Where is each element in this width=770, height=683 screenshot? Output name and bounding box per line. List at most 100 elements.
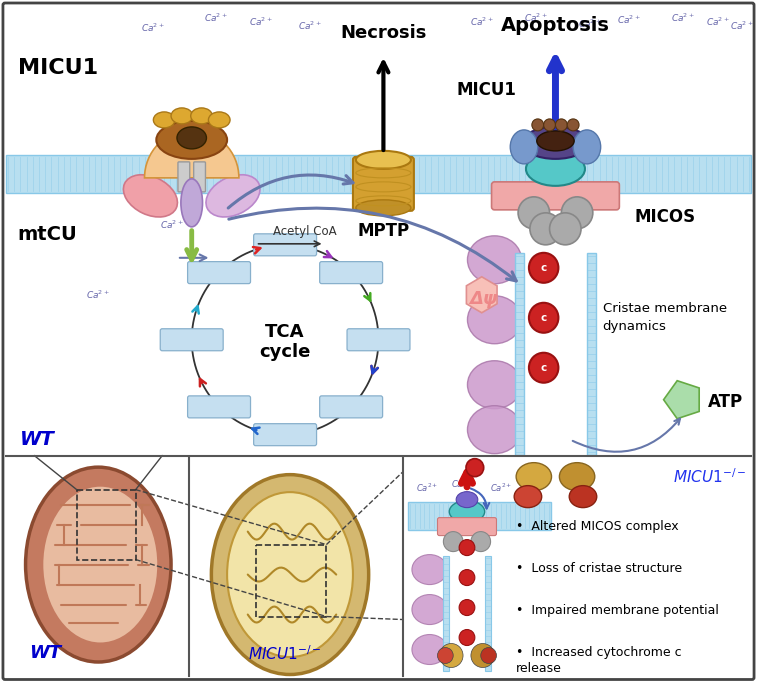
Circle shape bbox=[555, 119, 567, 131]
Ellipse shape bbox=[412, 635, 447, 665]
FancyBboxPatch shape bbox=[6, 155, 751, 193]
FancyBboxPatch shape bbox=[353, 157, 414, 211]
Ellipse shape bbox=[467, 296, 521, 344]
Text: MPTP: MPTP bbox=[357, 222, 410, 240]
Text: Ca$^{2+}$: Ca$^{2+}$ bbox=[298, 20, 322, 32]
Ellipse shape bbox=[156, 121, 227, 159]
Circle shape bbox=[471, 531, 490, 552]
Text: Ca$^{2+}$: Ca$^{2+}$ bbox=[731, 20, 754, 32]
Text: •  Altered MICOS complex: • Altered MICOS complex bbox=[516, 520, 679, 533]
Text: Ca$^{2+}$: Ca$^{2+}$ bbox=[86, 289, 110, 301]
FancyBboxPatch shape bbox=[6, 457, 751, 676]
FancyBboxPatch shape bbox=[188, 396, 250, 418]
Text: MICU1: MICU1 bbox=[457, 81, 516, 99]
Wedge shape bbox=[145, 130, 239, 178]
Text: c: c bbox=[541, 313, 547, 323]
Ellipse shape bbox=[177, 127, 206, 149]
Circle shape bbox=[529, 253, 558, 283]
Circle shape bbox=[459, 630, 475, 645]
Text: WT: WT bbox=[20, 430, 55, 449]
Ellipse shape bbox=[227, 492, 353, 657]
Ellipse shape bbox=[356, 200, 411, 216]
Circle shape bbox=[544, 119, 555, 131]
Text: Ca$^{2+}$: Ca$^{2+}$ bbox=[524, 12, 547, 24]
FancyBboxPatch shape bbox=[253, 423, 316, 446]
Text: Δψ: Δψ bbox=[470, 290, 497, 308]
Ellipse shape bbox=[356, 151, 411, 169]
Circle shape bbox=[471, 643, 494, 667]
Text: Necrosis: Necrosis bbox=[340, 24, 427, 42]
Circle shape bbox=[530, 213, 561, 245]
Circle shape bbox=[532, 119, 544, 131]
Text: MICU1: MICU1 bbox=[18, 58, 98, 78]
FancyBboxPatch shape bbox=[6, 6, 751, 454]
Text: Ca$^{2+}$: Ca$^{2+}$ bbox=[451, 477, 474, 490]
Ellipse shape bbox=[412, 595, 447, 624]
Circle shape bbox=[459, 600, 475, 615]
Ellipse shape bbox=[206, 175, 260, 217]
Circle shape bbox=[567, 119, 579, 131]
Ellipse shape bbox=[511, 130, 537, 164]
FancyBboxPatch shape bbox=[253, 234, 316, 256]
Text: c: c bbox=[541, 363, 547, 373]
Ellipse shape bbox=[467, 236, 521, 284]
Ellipse shape bbox=[412, 555, 447, 585]
Text: TCA: TCA bbox=[266, 323, 305, 341]
FancyBboxPatch shape bbox=[320, 396, 383, 418]
Ellipse shape bbox=[516, 462, 551, 490]
Circle shape bbox=[466, 459, 484, 477]
FancyBboxPatch shape bbox=[188, 262, 250, 283]
Ellipse shape bbox=[522, 127, 589, 159]
Circle shape bbox=[444, 531, 463, 552]
FancyBboxPatch shape bbox=[160, 329, 223, 351]
Text: Ca$^{2+}$: Ca$^{2+}$ bbox=[249, 16, 273, 28]
Ellipse shape bbox=[209, 112, 230, 128]
FancyBboxPatch shape bbox=[515, 253, 524, 455]
FancyBboxPatch shape bbox=[347, 329, 410, 351]
Ellipse shape bbox=[181, 179, 203, 227]
Text: •  Increased cytochrome c
release: • Increased cytochrome c release bbox=[516, 645, 681, 675]
Text: Ca$^{2+}$: Ca$^{2+}$ bbox=[160, 219, 184, 231]
FancyBboxPatch shape bbox=[491, 182, 619, 210]
Circle shape bbox=[550, 213, 581, 245]
Text: $MICU1^{-/-}$: $MICU1^{-/-}$ bbox=[248, 644, 322, 663]
Circle shape bbox=[529, 303, 558, 333]
Text: Ca$^{2+}$: Ca$^{2+}$ bbox=[490, 482, 513, 494]
FancyBboxPatch shape bbox=[484, 555, 490, 671]
Text: Apoptosis: Apoptosis bbox=[501, 16, 610, 35]
Circle shape bbox=[437, 647, 454, 663]
Text: MICOS: MICOS bbox=[634, 208, 695, 226]
Ellipse shape bbox=[573, 130, 601, 164]
Ellipse shape bbox=[526, 152, 585, 186]
Ellipse shape bbox=[171, 108, 192, 124]
Circle shape bbox=[459, 570, 475, 585]
Text: mtCU: mtCU bbox=[18, 225, 78, 245]
Circle shape bbox=[440, 643, 463, 667]
FancyBboxPatch shape bbox=[320, 262, 383, 283]
Ellipse shape bbox=[467, 406, 521, 454]
Text: c: c bbox=[541, 263, 547, 273]
FancyBboxPatch shape bbox=[437, 518, 497, 535]
Ellipse shape bbox=[559, 462, 594, 490]
Text: cycle: cycle bbox=[259, 343, 311, 361]
Text: Ca$^{2+}$: Ca$^{2+}$ bbox=[140, 22, 164, 34]
Ellipse shape bbox=[537, 131, 574, 151]
Ellipse shape bbox=[191, 108, 213, 124]
Text: Acetyl CoA: Acetyl CoA bbox=[273, 225, 336, 238]
Text: Cristae membrane
dynamics: Cristae membrane dynamics bbox=[603, 303, 727, 333]
Ellipse shape bbox=[449, 501, 484, 522]
Ellipse shape bbox=[123, 175, 177, 217]
Circle shape bbox=[459, 540, 475, 555]
FancyBboxPatch shape bbox=[587, 253, 596, 455]
Ellipse shape bbox=[569, 486, 597, 507]
Ellipse shape bbox=[212, 475, 369, 675]
Ellipse shape bbox=[42, 486, 159, 643]
Text: •  Impaired membrane potential: • Impaired membrane potential bbox=[516, 604, 719, 617]
Text: Ca$^{2+}$: Ca$^{2+}$ bbox=[706, 16, 729, 28]
Text: ATP: ATP bbox=[708, 393, 743, 410]
Ellipse shape bbox=[153, 112, 175, 128]
FancyBboxPatch shape bbox=[408, 501, 551, 529]
Text: •  Loss of cristae structure: • Loss of cristae structure bbox=[516, 561, 682, 574]
Text: Ca$^{2+}$: Ca$^{2+}$ bbox=[671, 12, 695, 24]
Text: Ca$^{2+}$: Ca$^{2+}$ bbox=[470, 16, 494, 28]
